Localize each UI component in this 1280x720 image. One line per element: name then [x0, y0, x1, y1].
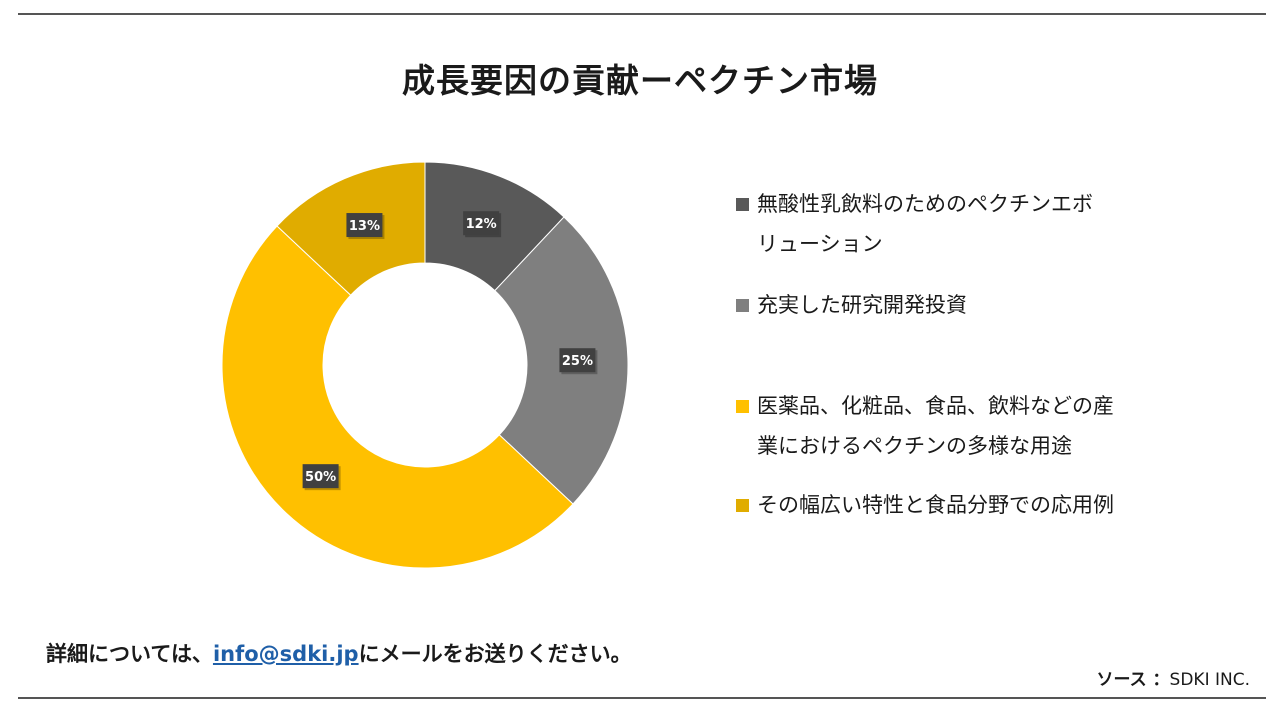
legend-label: 充実した研究開発投資 — [757, 293, 967, 317]
contact-prefix: 詳細については、 — [46, 642, 213, 666]
slice-data-label: 25% — [559, 348, 598, 375]
legend-label: 無酸性乳飲料のためのペクチンエボ リューション — [757, 192, 1093, 256]
legend-swatch — [736, 198, 749, 211]
slice-data-label: 50% — [302, 464, 341, 491]
source-credit: ソース ：SDKI INC. — [1096, 665, 1250, 690]
contact-note: 詳細については、info@sdki.jpにメールをお送りください。 — [46, 638, 632, 668]
legend-item-diverse-applications: 医薬品、化粧品、食品、飲料などの産 業におけるペクチンの多様な用途 — [736, 386, 1176, 466]
source-label: ソース ： — [1096, 670, 1170, 690]
svg-text:25%: 25% — [562, 354, 593, 369]
svg-text:13%: 13% — [349, 219, 380, 234]
legend-label: その幅広い特性と食品分野での応用例 — [757, 493, 1114, 517]
slice-data-label: 12% — [463, 211, 502, 238]
svg-text:12%: 12% — [466, 217, 497, 232]
legend-swatch — [736, 299, 749, 312]
bottom-rule — [18, 697, 1266, 699]
top-rule — [18, 13, 1266, 15]
source-value: SDKI INC. — [1169, 670, 1250, 690]
legend-swatch — [736, 499, 749, 512]
slice-data-label: 13% — [346, 213, 385, 240]
legend-label: 医薬品、化粧品、食品、飲料などの産 業におけるペクチンの多様な用途 — [757, 394, 1114, 458]
legend-item-rnd-investment: 充実した研究開発投資 — [736, 285, 1176, 325]
email-link[interactable]: info@sdki.jp — [212, 642, 359, 666]
svg-text:50%: 50% — [305, 470, 336, 485]
legend-swatch — [736, 400, 749, 413]
legend-item-acid-free-dairy: 無酸性乳飲料のためのペクチンエボ リューション — [736, 184, 1176, 264]
chart-title: 成長要因の貢献ーペクチン市場 — [402, 61, 878, 100]
contact-suffix: にメールをお送りください。 — [358, 642, 632, 666]
legend-item-food-applications: その幅広い特性と食品分野での応用例 — [736, 485, 1176, 525]
